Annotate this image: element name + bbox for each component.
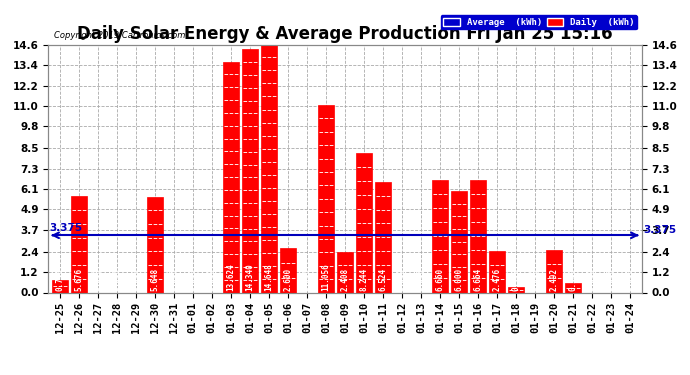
Bar — [433, 180, 448, 292]
Text: 0.000: 0.000 — [607, 268, 615, 291]
Text: 0.740: 0.740 — [55, 268, 64, 291]
Bar — [471, 180, 486, 292]
Bar — [52, 280, 68, 292]
Text: 14.648: 14.648 — [264, 264, 273, 291]
Text: 0.000: 0.000 — [531, 268, 540, 291]
Bar — [489, 251, 505, 292]
Bar — [565, 283, 581, 292]
Bar — [546, 250, 562, 292]
Bar — [356, 153, 372, 292]
Text: 13.624: 13.624 — [226, 264, 235, 291]
Text: 6.660: 6.660 — [435, 268, 444, 291]
Bar — [280, 248, 296, 292]
Text: 2.476: 2.476 — [493, 268, 502, 291]
Text: 0.000: 0.000 — [397, 268, 406, 291]
Text: Copyright 2019 Cartronics.com: Copyright 2019 Cartronics.com — [55, 31, 186, 40]
Text: 2.600: 2.600 — [284, 268, 293, 291]
Text: 8.244: 8.244 — [359, 268, 368, 291]
Bar — [147, 197, 163, 292]
Bar — [337, 252, 353, 292]
Text: 14.340: 14.340 — [246, 264, 255, 291]
Text: 0.000: 0.000 — [417, 268, 426, 291]
Text: 0.000: 0.000 — [112, 268, 121, 291]
Text: 0.000: 0.000 — [302, 268, 311, 291]
Text: 5.648: 5.648 — [150, 268, 159, 291]
Text: 0.000: 0.000 — [131, 268, 140, 291]
Text: 2.408: 2.408 — [340, 268, 350, 291]
Text: 3.375: 3.375 — [49, 223, 82, 233]
Bar — [375, 182, 391, 292]
Text: 6.000: 6.000 — [455, 268, 464, 291]
Title: Daily Solar Energy & Average Production Fri Jan 25 15:16: Daily Solar Energy & Average Production … — [77, 26, 613, 44]
Text: 6.664: 6.664 — [473, 268, 482, 291]
Text: 0.000: 0.000 — [93, 268, 102, 291]
Text: 0.000: 0.000 — [588, 268, 597, 291]
Text: 0.328: 0.328 — [512, 268, 521, 291]
Text: 6.524: 6.524 — [379, 268, 388, 291]
Bar — [451, 191, 467, 292]
Text: 5.676: 5.676 — [75, 268, 83, 291]
Text: 0.000: 0.000 — [208, 268, 217, 291]
Bar — [242, 50, 257, 292]
Bar — [71, 196, 86, 292]
Text: 3.375: 3.375 — [643, 225, 676, 235]
Text: 11.056: 11.056 — [322, 264, 331, 291]
Bar — [318, 105, 334, 292]
Bar — [261, 44, 277, 292]
Text: 0.000: 0.000 — [626, 268, 635, 291]
Text: 2.492: 2.492 — [550, 268, 559, 291]
Text: 0.000: 0.000 — [169, 268, 178, 291]
Bar — [223, 62, 239, 292]
Legend: Average  (kWh), Daily  (kWh): Average (kWh), Daily (kWh) — [440, 15, 637, 29]
Text: 0.000: 0.000 — [188, 268, 197, 291]
Bar — [509, 287, 524, 292]
Text: 0.580: 0.580 — [569, 268, 578, 291]
